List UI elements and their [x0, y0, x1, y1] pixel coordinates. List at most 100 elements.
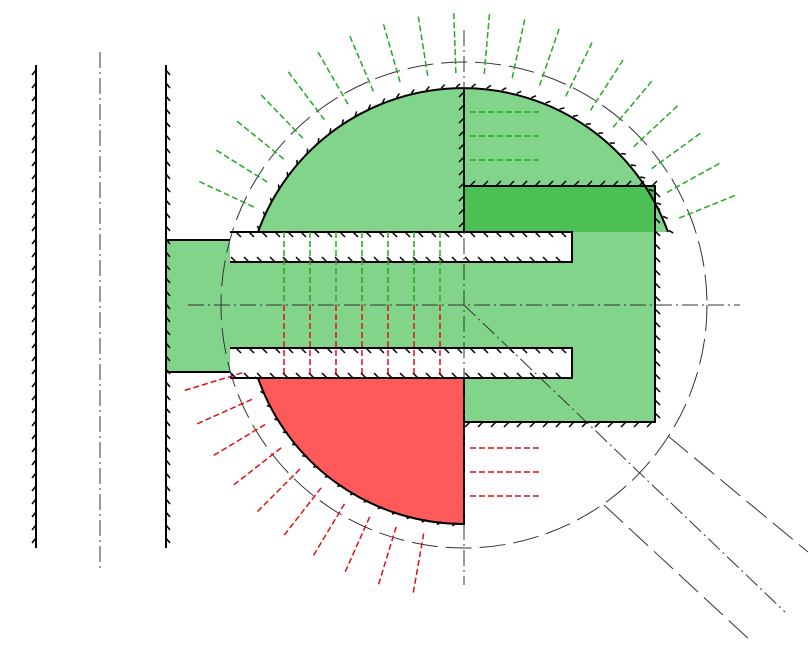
weld-tick: [386, 256, 393, 263]
weld-tick: [503, 421, 510, 428]
weld-tick: [542, 421, 549, 428]
weld-tick: [291, 443, 298, 446]
weld-tick: [165, 433, 171, 440]
weld-tick: [31, 290, 37, 297]
weld-tick: [31, 498, 37, 505]
weld-tick: [31, 134, 37, 141]
weld-tick: [349, 493, 356, 496]
weld-tick: [326, 347, 333, 354]
weld-tick: [165, 485, 171, 492]
hatch-ray: [215, 149, 268, 183]
weld-tick: [458, 143, 465, 150]
hatch-ray: [612, 80, 653, 128]
weld-tick: [269, 372, 276, 379]
weld-tick: [165, 134, 171, 141]
hatch-ray: [260, 94, 304, 139]
weld-tick: [640, 176, 646, 179]
weld-tick: [337, 484, 343, 487]
weld-tick: [508, 347, 515, 354]
weld-tick: [469, 347, 476, 354]
weld-tick: [560, 347, 567, 354]
weld-tick: [654, 256, 661, 263]
weld-tick: [321, 256, 328, 263]
weld-tick: [31, 446, 37, 453]
weld-tick: [560, 231, 567, 238]
weld-tick: [31, 472, 37, 479]
weld-tick: [31, 238, 37, 245]
weld-tick: [165, 355, 171, 362]
weld-tick: [456, 347, 463, 354]
weld-tick: [317, 137, 320, 144]
weld-tick: [165, 316, 171, 323]
weld-tick: [638, 180, 645, 187]
weld-tick: [31, 121, 37, 128]
weld-tick: [300, 231, 307, 238]
weld-tick: [165, 225, 171, 232]
hidden-lines: [220, 61, 808, 643]
weld-tick: [363, 500, 369, 503]
lower-block: [464, 378, 655, 422]
weld-tick: [654, 204, 661, 211]
weld-tick: [386, 372, 393, 379]
weld-tick: [165, 368, 171, 375]
weld-tick: [654, 269, 661, 276]
weld-tick: [31, 251, 37, 258]
weld-tick: [471, 83, 477, 88]
weld-tick: [31, 394, 37, 401]
weld-tick: [585, 123, 591, 126]
weld-tick: [477, 421, 484, 428]
weld-tick: [282, 372, 289, 379]
weld-tick: [399, 256, 406, 263]
weld-tick: [165, 251, 171, 258]
hatch-ray: [633, 105, 679, 148]
weld-tick: [329, 128, 332, 134]
weld-tick: [313, 347, 320, 354]
weld-tick: [367, 104, 372, 110]
weld-tick: [295, 372, 302, 379]
weld-tick: [391, 347, 398, 354]
weld-tick: [421, 519, 427, 523]
weld-tick: [274, 231, 281, 238]
hatch-ray: [538, 28, 560, 86]
weld-tick: [31, 420, 37, 427]
weld-tick: [31, 329, 37, 336]
weld-tick: [648, 188, 654, 192]
weld-tick: [31, 459, 37, 466]
weld-tick: [662, 215, 668, 220]
weld-tick: [490, 421, 497, 428]
weld-tick: [391, 231, 398, 238]
weld-tick: [31, 381, 37, 388]
weld-tick: [352, 231, 359, 238]
weld-tick: [482, 347, 489, 354]
weld-tick: [458, 195, 465, 202]
hatch-ray: [184, 372, 243, 392]
weld-tick: [581, 421, 588, 428]
hatch-ray: [349, 35, 375, 92]
weld-tick: [521, 347, 528, 354]
weld-tick: [165, 420, 171, 427]
weld-tick: [651, 180, 658, 187]
weld-tick: [321, 372, 328, 379]
weld-tick: [477, 256, 484, 263]
weld-tick: [391, 511, 397, 515]
weld-tick: [165, 446, 171, 453]
weld-tick: [165, 290, 171, 297]
weld-tick: [654, 347, 661, 354]
hatch-ray: [651, 132, 701, 170]
weld-tick: [31, 407, 37, 414]
generated: [31, 13, 736, 593]
weld-tick: [334, 372, 341, 379]
weld-tick: [243, 256, 250, 263]
weld-tick: [404, 347, 411, 354]
center-line: [463, 304, 786, 613]
weld-tick: [31, 368, 37, 375]
weld-tick: [165, 82, 171, 89]
weld-tick: [477, 372, 484, 379]
weld-tick: [458, 91, 465, 98]
weld-tick: [412, 372, 419, 379]
weld-tick: [534, 180, 541, 187]
weld-tick: [458, 130, 465, 137]
weld-tick: [31, 355, 37, 362]
weld-tick: [455, 83, 461, 88]
weld-tick: [165, 121, 171, 128]
